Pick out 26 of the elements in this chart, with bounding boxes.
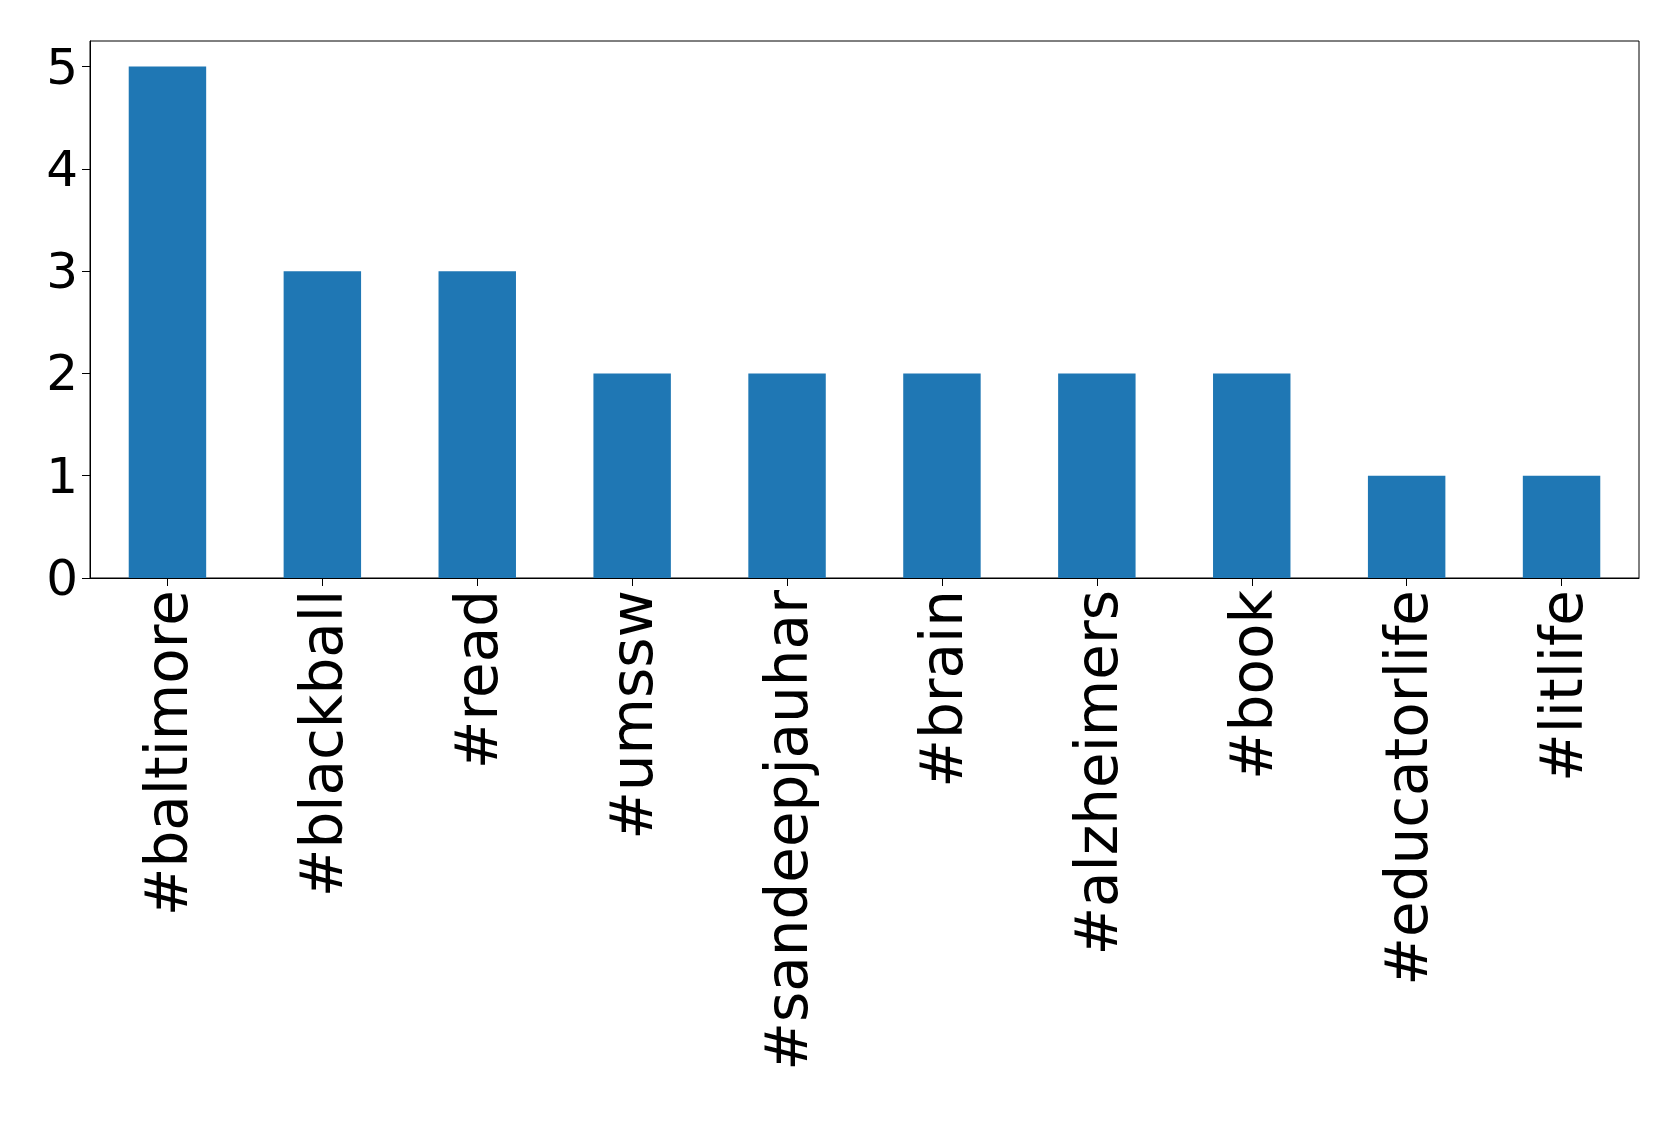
x-tick-label: #alzheimers [1062, 590, 1131, 956]
x-tick-label: #baltimore [133, 590, 202, 917]
y-tick-label: 5 [46, 37, 78, 96]
x-tick-label: #educatorlife [1372, 590, 1441, 986]
x-tick-label: #book [1217, 589, 1286, 780]
x-tick-label: #sandeepjauhar [753, 589, 822, 1071]
y-tick-label: 1 [46, 446, 78, 505]
y-tick-label: 4 [46, 139, 78, 198]
bar [748, 373, 826, 578]
bar [1367, 475, 1446, 578]
bar [283, 271, 362, 578]
bar [903, 373, 981, 578]
bar [438, 271, 516, 578]
bar [128, 66, 207, 578]
y-tick-label: 3 [46, 242, 78, 301]
y-tick-label: 2 [46, 344, 78, 403]
x-tick-label: #umssw [598, 590, 667, 840]
bar [593, 373, 671, 578]
y-tick-label: 0 [46, 549, 78, 607]
x-tick-label: #brain [907, 590, 976, 788]
x-tick-label: #litlife [1527, 590, 1596, 782]
x-tick-label: #read [443, 590, 512, 770]
bar [1522, 475, 1601, 578]
bar [1213, 373, 1291, 578]
bar [1058, 373, 1136, 578]
x-tick-label: #blackball [288, 590, 357, 898]
